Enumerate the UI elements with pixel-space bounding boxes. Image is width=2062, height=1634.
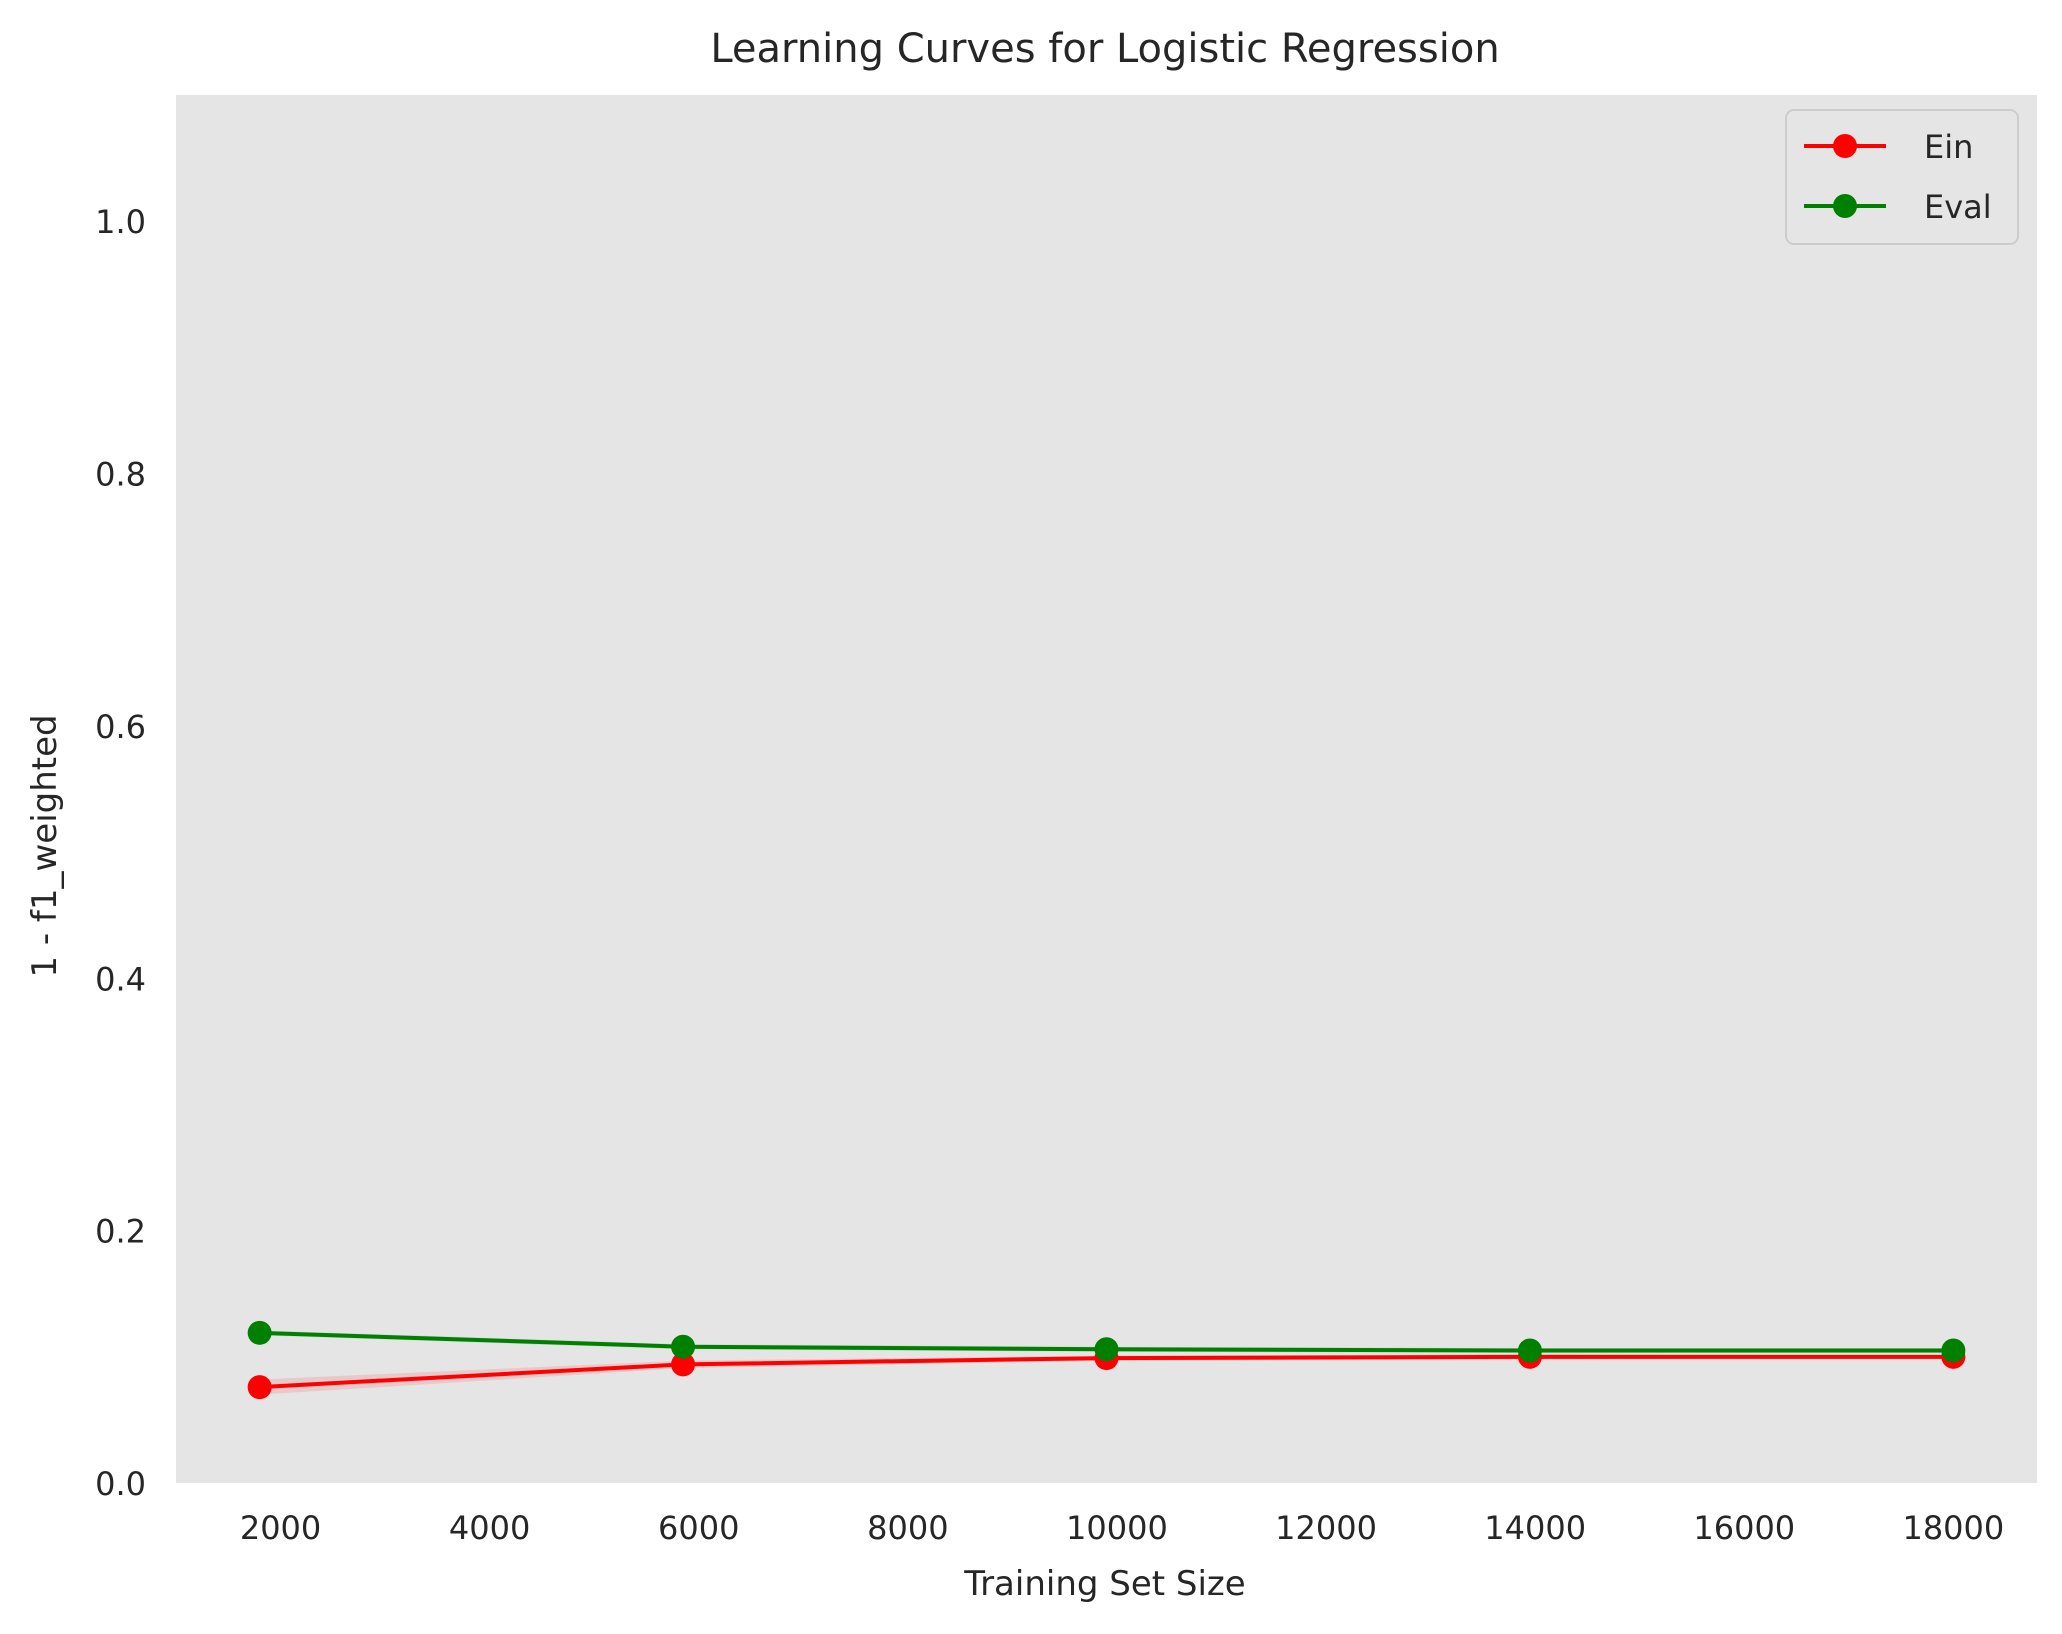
x-tick-label: 16000 [1693,1509,1795,1547]
x-axis-ticks: 2000 4000 6000 8000 10000 12000 14000 16000 1800… [240,1509,2004,1547]
y-axis-label: 1 - f1_weighted [25,714,65,977]
y-tick-label: 0.4 [95,960,146,998]
y-tick-label: 0.8 [95,456,146,494]
x-tick-label: 6000 [658,1509,739,1547]
x-tick-label: 12000 [1275,1509,1377,1547]
point-eval [671,1334,696,1359]
x-tick-label: 14000 [1484,1509,1586,1547]
point-eval [1941,1338,1966,1363]
point-eval [247,1320,272,1345]
x-tick-label: 10000 [1066,1509,1168,1547]
plot-area [176,95,2037,1483]
point-eval [1517,1338,1542,1363]
x-tick-label: 18000 [1902,1509,2004,1547]
series-markers [247,1320,1966,1400]
point-eval [1094,1337,1119,1362]
y-tick-label: 1.0 [95,203,146,241]
point-ein [671,1352,696,1377]
legend-label-eval: Eval [1924,188,1992,226]
legend-marker-eval [1833,194,1857,218]
point-ein [247,1375,272,1400]
x-tick-label: 4000 [449,1509,530,1547]
legend: Ein Eval [1785,109,2019,245]
x-tick-label: 8000 [867,1509,948,1547]
x-tick-label: 2000 [240,1509,321,1547]
chart-title: Learning Curves for Logistic Regression [710,26,1499,72]
y-axis-ticks: 0.0 0.2 0.4 0.6 0.8 1.0 [95,203,146,1503]
legend-label-ein: Ein [1924,128,1973,166]
x-axis-label: Training Set Size [963,1564,1245,1604]
legend-marker-ein [1833,134,1857,158]
y-tick-label: 0.2 [95,1213,146,1251]
y-tick-label: 0.6 [95,708,146,746]
y-tick-label: 0.0 [95,1465,146,1503]
